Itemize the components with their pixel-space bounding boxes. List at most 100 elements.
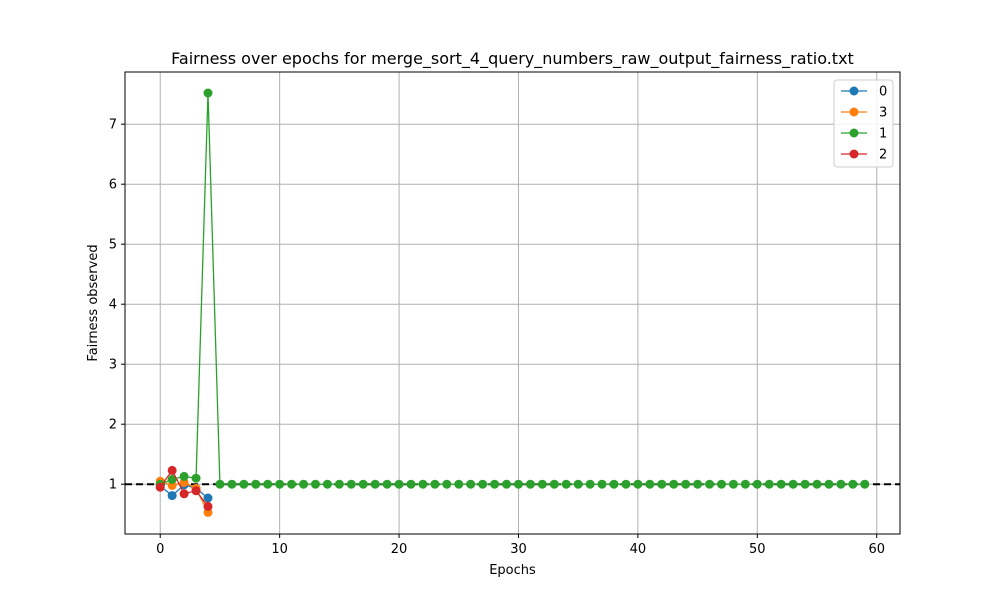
data-point — [203, 493, 213, 503]
series-1 — [155, 88, 870, 489]
data-point — [490, 479, 500, 489]
data-point — [669, 479, 679, 489]
data-point — [812, 479, 822, 489]
data-point — [191, 473, 201, 483]
data-point — [382, 479, 392, 489]
data-point — [657, 479, 667, 489]
data-point — [800, 479, 810, 489]
data-point — [549, 479, 559, 489]
data-point — [788, 479, 798, 489]
data-point — [322, 479, 332, 489]
legend-marker — [849, 107, 859, 117]
data-point — [167, 465, 177, 475]
x-tick-label: 0 — [156, 542, 164, 557]
x-tick-label: 10 — [271, 542, 288, 557]
data-point — [263, 479, 273, 489]
data-point — [633, 479, 643, 489]
data-point — [239, 479, 249, 489]
legend-label: 0 — [879, 85, 887, 100]
data-point — [573, 479, 583, 489]
data-point — [155, 482, 165, 492]
data-point — [251, 479, 261, 489]
series-2 — [155, 465, 213, 511]
ticks: 0 10 20 30 40 50 60 1 2 3 4 5 6 7 — [109, 118, 885, 557]
legend-label: 2 — [879, 148, 887, 163]
y-tick-label: 5 — [109, 238, 117, 253]
data-point — [179, 489, 189, 499]
data-point — [752, 479, 762, 489]
data-point — [394, 479, 404, 489]
y-tick-label: 3 — [109, 358, 117, 373]
y-tick-label: 6 — [109, 178, 117, 193]
legend-label: 1 — [879, 127, 887, 142]
series-group — [155, 88, 870, 517]
data-point — [466, 479, 476, 489]
data-point — [299, 479, 309, 489]
data-point — [860, 479, 870, 489]
y-tick-label: 1 — [109, 478, 117, 493]
data-point — [537, 479, 547, 489]
data-point — [430, 479, 440, 489]
data-point — [609, 479, 619, 489]
data-point — [645, 479, 655, 489]
data-point — [287, 479, 297, 489]
data-point — [776, 479, 786, 489]
x-tick-label: 40 — [630, 542, 647, 557]
data-point — [442, 479, 452, 489]
data-point — [203, 88, 213, 98]
y-tick-label: 2 — [109, 418, 117, 433]
y-tick-label: 7 — [109, 118, 117, 133]
data-point — [764, 479, 774, 489]
data-point — [824, 479, 834, 489]
data-point — [705, 479, 715, 489]
data-point — [597, 479, 607, 489]
data-point — [478, 479, 488, 489]
data-point — [525, 479, 535, 489]
legend-box — [833, 79, 894, 168]
data-point — [836, 479, 846, 489]
data-point — [585, 479, 595, 489]
x-tick-label: 30 — [510, 542, 527, 557]
data-point — [179, 471, 189, 481]
data-point — [693, 479, 703, 489]
data-point — [716, 479, 726, 489]
x-tick-label: 20 — [391, 542, 408, 557]
chart-title: Fairness over epochs for merge_sort_4_qu… — [171, 49, 854, 69]
data-point — [167, 491, 177, 501]
data-point — [203, 501, 213, 511]
data-point — [346, 479, 356, 489]
x-axis-label: Epochs — [489, 563, 536, 578]
data-point — [740, 479, 750, 489]
data-point — [561, 479, 571, 489]
data-point — [454, 479, 464, 489]
data-point — [227, 479, 237, 489]
data-point — [418, 479, 428, 489]
x-tick-label: 50 — [749, 542, 766, 557]
data-point — [621, 479, 631, 489]
data-point — [406, 479, 416, 489]
data-point — [728, 479, 738, 489]
y-tick-label: 4 — [109, 298, 117, 313]
data-point — [848, 479, 858, 489]
legend: 0 3 1 2 — [833, 79, 894, 168]
data-point — [513, 479, 523, 489]
legend-label: 3 — [879, 106, 887, 121]
data-point — [275, 479, 285, 489]
legend-item: 0 — [841, 85, 887, 100]
legend-item: 1 — [841, 127, 887, 142]
data-point — [370, 479, 380, 489]
data-point — [358, 479, 368, 489]
data-point — [191, 486, 201, 496]
y-axis-label: Fairness observed — [86, 244, 101, 361]
data-point — [334, 479, 344, 489]
legend-item: 2 — [841, 148, 887, 163]
legend-item: 3 — [841, 106, 887, 121]
data-point — [167, 474, 177, 484]
x-tick-label: 60 — [868, 542, 885, 557]
data-point — [215, 479, 225, 489]
legend-marker — [849, 128, 859, 138]
legend-marker — [849, 149, 859, 159]
